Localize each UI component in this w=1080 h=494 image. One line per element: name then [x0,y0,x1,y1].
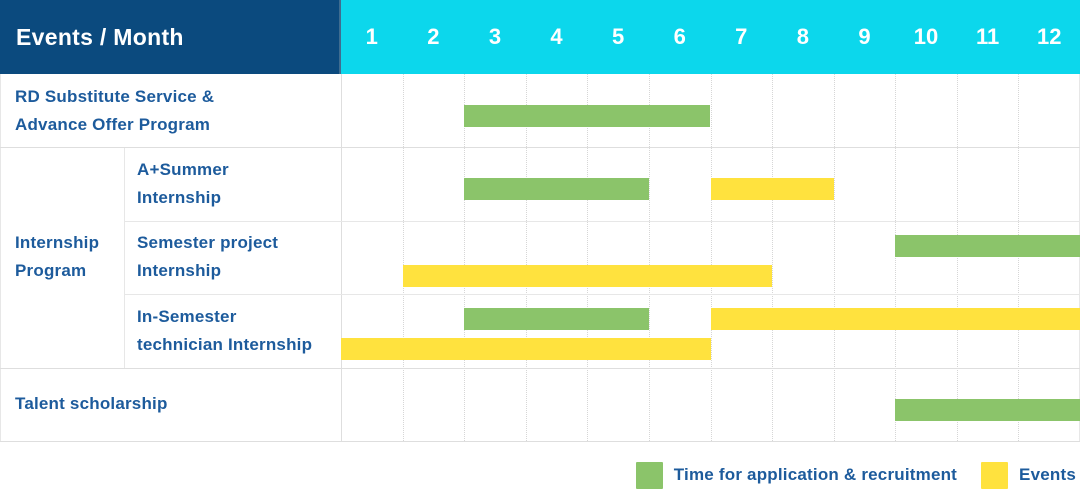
bar-event-in-semester-technician-internship [710,308,1080,331]
row-label-talent-scholarship: Talent scholarship [15,368,168,441]
row-divider [0,441,1080,442]
row-label-line: Semester project [137,233,279,253]
row-divider [0,367,1080,369]
bar-event-in-semester-technician-internship [341,338,711,361]
header-divider [339,0,341,74]
month-label-12: 12 [1036,24,1062,49]
bar-application-rd-substitute-service-advance-offer-program [464,105,711,127]
month-label-1: 1 [365,24,378,49]
group-label-line: Internship [15,233,100,253]
bar-event-semester-project-internship [402,264,773,287]
month-gridline [402,74,404,441]
month-label-5: 5 [611,24,625,49]
month-label-2: 2 [427,24,440,49]
row-label-line: technician Internship [137,334,313,354]
table-left-border [0,74,1,441]
row-label-line: Talent scholarship [15,394,168,414]
corner-title: Events / Month [16,23,184,50]
month-label-6: 6 [673,24,686,49]
legend-item-event: Events [981,461,1076,489]
legend-item-application: Time for application & recruitment [635,461,958,489]
month-gridline [525,74,527,441]
month-gridline [833,74,835,441]
month-gridline [895,74,897,441]
sub-row-divider [124,220,1080,222]
bar-application-a-plus-summer-internship [464,178,649,201]
month-gridline [710,74,712,441]
bar-application-in-semester-technician-internship [464,308,649,331]
legend-label-event: Events [1019,465,1076,484]
row-label-line: In-Semester [137,306,237,326]
month-label-4: 4 [550,24,563,49]
month-label-3: 3 [488,24,502,49]
row-label-semester-project-internship: Semester project Internship [137,221,278,294]
month-gridline [648,74,650,441]
month-label-10: 10 [913,24,939,49]
row-divider [0,147,1080,149]
month-header-row: 1 2 3 4 5 6 7 8 9 10 11 12 [341,0,1080,74]
legend-swatch-event [981,461,1009,489]
group-cell-internship-program: Internship Program [15,147,99,367]
table-corner-header: Events / Month [0,0,340,74]
row-label-in-semester-technician-internship: In-Semester technician Internship [137,294,312,367]
label-column-divider [341,74,342,441]
month-label-8: 8 [796,24,809,49]
legend-label-application: Time for application & recruitment [673,465,958,484]
month-gridline [464,74,466,441]
group-label-line: Program [15,261,87,281]
row-label-line: RD Substitute Service & [15,86,215,106]
month-gridline [956,74,958,441]
legend: Time for application & recruitment Events [635,461,1076,489]
month-label-11: 11 [975,24,1000,49]
month-gridline [587,74,589,441]
row-label-line: Advance Offer Program [15,114,211,134]
row-label-line: Internship [137,188,222,208]
month-label-9: 9 [858,24,871,49]
bar-event-a-plus-summer-internship [710,178,834,201]
bar-application-semester-project-internship [895,234,1080,257]
row-label-rd-substitute-service-advance-offer-program: RD Substitute Service & Advance Offer Pro… [15,74,214,147]
legend-swatch-application [635,461,663,489]
row-label-line: Internship [137,261,222,281]
month-label-7: 7 [735,24,748,49]
row-label-a-plus-summer-internship: A+Summer Internship [137,147,229,220]
sub-column-divider [124,147,125,368]
month-gridline [772,74,774,441]
row-label-line: A+Summer [137,160,229,180]
sub-row-divider [124,294,1080,296]
bar-application-talent-scholarship [895,398,1080,421]
month-gridline [1018,74,1020,441]
